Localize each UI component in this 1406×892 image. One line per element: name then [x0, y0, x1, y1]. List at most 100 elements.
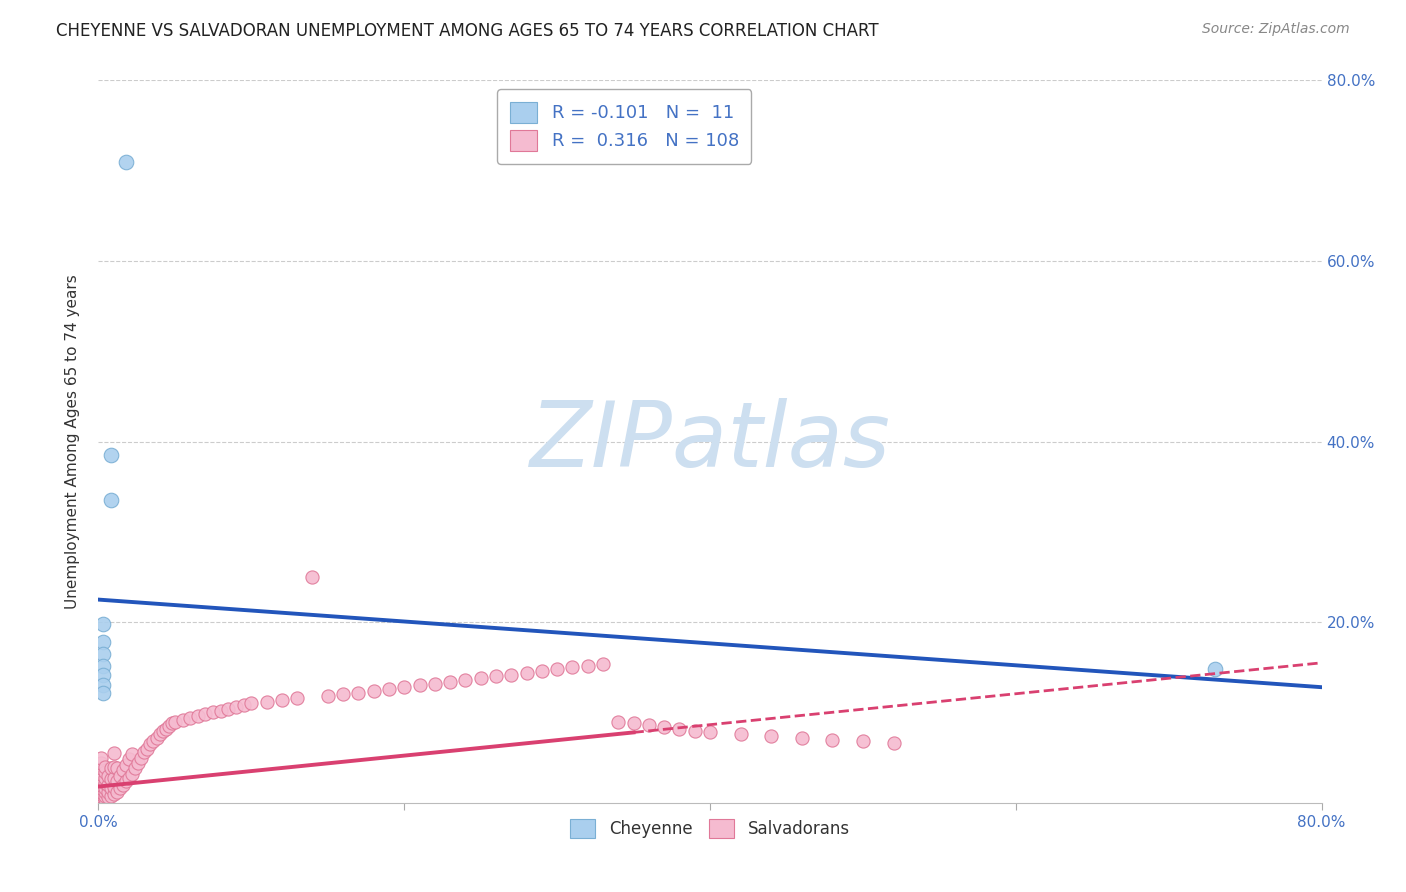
Point [152, 723, 174, 738]
Point [217, 702, 239, 716]
Point [118, 752, 141, 766]
Text: CHEYENNE VS SALVADORAN UNEMPLOYMENT AMONG AGES 65 TO 74 YEARS CORRELATION CHART: CHEYENNE VS SALVADORAN UNEMPLOYMENT AMON… [56, 22, 879, 40]
Point [485, 669, 508, 683]
Point [652, 720, 675, 734]
Point [93, 760, 115, 774]
Point [256, 695, 278, 709]
Point [93, 771, 115, 785]
Point [103, 780, 125, 794]
Point [172, 713, 194, 727]
Point [91, 667, 114, 681]
Point [225, 700, 247, 714]
Point [378, 681, 401, 696]
Point [145, 731, 167, 745]
Point [100, 493, 122, 508]
Point [93, 792, 115, 806]
Point [759, 729, 782, 743]
Point [93, 776, 115, 790]
Point [121, 747, 143, 761]
Point [363, 683, 385, 698]
Point [157, 719, 180, 733]
Point [136, 741, 159, 756]
Point [91, 617, 114, 632]
Point [1204, 662, 1226, 676]
Point [232, 698, 254, 713]
Point [699, 725, 721, 739]
Point [883, 736, 905, 750]
Point [105, 774, 128, 789]
Point [121, 767, 143, 781]
Point [142, 734, 165, 748]
Point [111, 764, 134, 778]
Point [470, 671, 492, 685]
Point [285, 691, 308, 706]
Point [93, 765, 115, 780]
Point [179, 711, 201, 725]
Point [90, 787, 112, 801]
Point [347, 685, 370, 699]
Point [202, 706, 225, 720]
Point [115, 757, 138, 772]
Point [91, 678, 114, 692]
Point [108, 781, 131, 796]
Point [454, 673, 477, 687]
Point [561, 660, 583, 674]
Point [90, 790, 112, 805]
Point [100, 789, 122, 803]
Point [108, 769, 131, 783]
Point [623, 716, 645, 731]
Point [149, 727, 172, 741]
Point [194, 707, 217, 722]
Point [160, 716, 183, 731]
Point [91, 685, 114, 699]
Point [730, 727, 752, 741]
Point [103, 746, 125, 760]
Text: Source: ZipAtlas.com: Source: ZipAtlas.com [1202, 22, 1350, 37]
Point [187, 709, 209, 723]
Point [100, 772, 122, 787]
Point [439, 674, 461, 689]
Point [546, 662, 568, 676]
Point [100, 762, 122, 776]
Point [90, 789, 112, 803]
Point [127, 756, 149, 770]
Point [240, 697, 263, 711]
Point [90, 794, 112, 808]
Point [100, 448, 122, 462]
Point [270, 693, 292, 707]
Point [97, 778, 120, 792]
Point [392, 680, 416, 694]
Point [852, 734, 875, 748]
Point [516, 665, 538, 680]
Y-axis label: Unemployment Among Ages 65 to 74 years: Unemployment Among Ages 65 to 74 years [65, 274, 80, 609]
Point [90, 778, 112, 792]
Point [105, 785, 128, 799]
Point [129, 750, 152, 764]
Point [90, 774, 112, 789]
Point [93, 781, 115, 796]
Point [592, 657, 614, 671]
Point [163, 714, 186, 729]
Point [90, 767, 112, 781]
Point [103, 771, 125, 785]
Point [90, 781, 112, 796]
Point [423, 676, 446, 690]
Point [97, 790, 120, 805]
Point [821, 732, 844, 747]
Point [408, 678, 430, 692]
Point [607, 714, 630, 729]
Point [91, 647, 114, 661]
Point [637, 718, 661, 732]
Point [100, 781, 122, 796]
Point [90, 750, 112, 764]
Point [332, 687, 354, 701]
Point [103, 760, 125, 774]
Point [115, 774, 138, 789]
Point [209, 704, 232, 718]
Point [90, 756, 112, 770]
Point [501, 667, 523, 681]
Point [90, 771, 112, 785]
Point [115, 154, 138, 169]
Point [316, 690, 339, 704]
Point [90, 762, 112, 776]
